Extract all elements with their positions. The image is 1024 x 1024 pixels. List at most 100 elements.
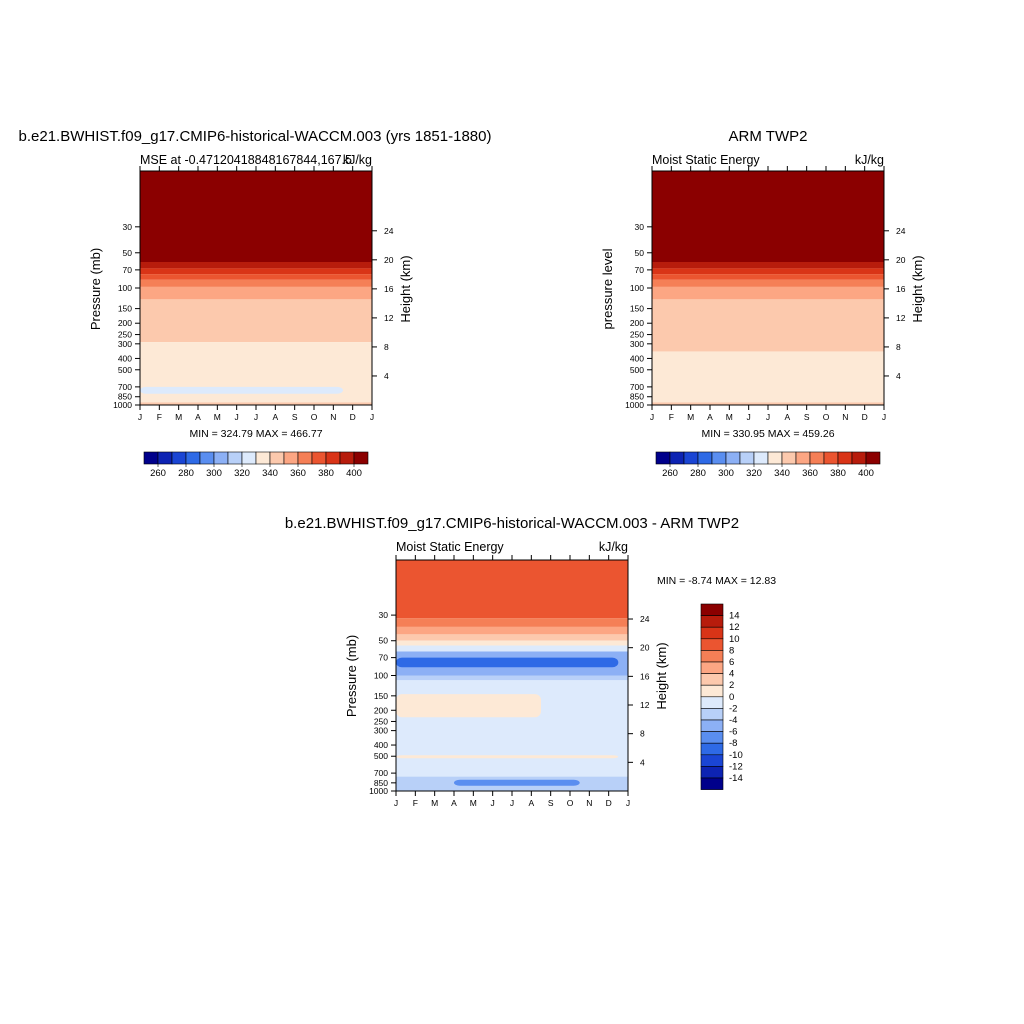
right-subtitle: kJ/kg: [343, 153, 372, 167]
panel-difference: b.e21.BWHIST.f09_g17.CMIP6-historical-WA…: [285, 515, 776, 808]
contour-band: [140, 268, 372, 275]
colorbar-label: 10: [729, 634, 740, 645]
y-tick-label: 30: [123, 222, 133, 232]
colorbar-label: -10: [729, 750, 743, 761]
y-tick-label: 500: [118, 365, 132, 375]
y-tick-label: 70: [379, 653, 389, 663]
x-tick-label: M: [175, 412, 182, 422]
x-tick-label: F: [413, 798, 418, 808]
x-tick-label: J: [235, 412, 239, 422]
contour-band: [396, 560, 628, 619]
colorbar-label: 320: [234, 468, 250, 479]
x-tick-label: M: [214, 412, 221, 422]
x-tick-label: O: [311, 412, 318, 422]
y-tick-label: 250: [630, 330, 644, 340]
contour-band: [396, 618, 628, 627]
contour-band: [140, 279, 372, 287]
y2-tick-label: 24: [384, 226, 394, 236]
x-tick-label: D: [606, 798, 612, 808]
x-tick-label: M: [470, 798, 477, 808]
y2-axis-label: Height (km): [910, 255, 925, 322]
y-tick-label: 250: [118, 330, 132, 340]
y-tick-label: 200: [630, 318, 644, 328]
x-tick-label: N: [842, 412, 848, 422]
left-subtitle: Moist Static Energy: [396, 540, 504, 554]
colorbar-label: 340: [262, 468, 278, 479]
y2-tick-label: 20: [896, 255, 906, 265]
contour-band: [396, 640, 628, 646]
colorbar-swatch: [700, 766, 724, 779]
contour-band: [652, 262, 884, 269]
x-tick-label: O: [823, 412, 830, 422]
y-tick-label: 30: [635, 222, 645, 232]
colorbar-swatch: [753, 451, 769, 465]
y-tick-label: 300: [630, 339, 644, 349]
y-tick-label: 1000: [113, 400, 132, 410]
x-tick-label: A: [707, 412, 713, 422]
colorbar-swatch: [700, 673, 724, 686]
colorbar-label: 300: [206, 468, 222, 479]
colorbar-swatch: [269, 451, 285, 465]
x-tick-label: J: [626, 798, 630, 808]
contour-band: [140, 262, 372, 269]
contour-band: [454, 779, 580, 786]
colorbar-label: -12: [729, 761, 743, 772]
colorbar-label: 280: [690, 468, 706, 479]
y-axis-label: Pressure (mb): [88, 248, 103, 330]
y-axis-label: pressure level: [600, 248, 615, 329]
y-tick-label: 300: [118, 339, 132, 349]
colorbar-swatch: [823, 451, 839, 465]
colorbar-label: 360: [802, 468, 818, 479]
y-tick-label: 100: [630, 283, 644, 293]
y-tick-label: 50: [123, 248, 133, 258]
y2-tick-label: 16: [896, 284, 906, 294]
colorbar-label: 8: [729, 645, 734, 656]
contour-band: [140, 274, 372, 280]
colorbar-label: -8: [729, 738, 737, 749]
colorbar-swatch: [655, 451, 671, 465]
x-tick-label: M: [687, 412, 694, 422]
colorbar-label: 400: [346, 468, 362, 479]
y2-tick-label: 12: [384, 313, 394, 323]
panel-title: b.e21.BWHIST.f09_g17.CMIP6-historical-WA…: [19, 128, 492, 145]
y-tick-label: 50: [635, 248, 645, 258]
colorbar-swatch: [143, 451, 159, 465]
y2-tick-label: 12: [896, 313, 906, 323]
min-max-stats: MIN = 330.95 MAX = 459.26: [701, 428, 834, 440]
y-tick-label: 850: [374, 778, 388, 788]
contour-band: [652, 171, 884, 262]
contour-band: [140, 287, 372, 300]
y2-axis-label: Height (km): [398, 255, 413, 322]
colorbar-swatch: [781, 451, 797, 465]
colorbar-label: 260: [662, 468, 678, 479]
y-tick-label: 150: [374, 691, 388, 701]
contour-band: [396, 657, 619, 668]
colorbar-swatch: [700, 754, 724, 767]
colorbar: 260 280 300 320 340 360 380 400: [655, 451, 881, 479]
colorbar-swatch: [297, 451, 313, 465]
y-tick-label: 200: [118, 318, 132, 328]
x-tick-label: S: [292, 412, 298, 422]
x-tick-label: A: [195, 412, 201, 422]
x-tick-label: A: [528, 798, 534, 808]
y-tick-label: 400: [630, 353, 644, 363]
x-tick-label: J: [370, 412, 374, 422]
colorbar-label: 340: [774, 468, 790, 479]
colorbar-swatch: [700, 684, 724, 698]
y2-tick-label: 4: [896, 371, 901, 381]
x-tick-label: J: [766, 412, 770, 422]
colorbar-swatch: [213, 451, 229, 465]
y-tick-label: 100: [118, 283, 132, 293]
y2-tick-label: 8: [896, 342, 901, 352]
colorbar-swatch: [700, 603, 724, 616]
y2-tick-label: 20: [640, 643, 650, 653]
contour-band: [652, 274, 884, 280]
x-tick-label: S: [548, 798, 554, 808]
contour-band: [652, 287, 884, 300]
colorbar-swatch: [697, 451, 713, 465]
colorbar-label: 280: [178, 468, 194, 479]
x-tick-label: F: [669, 412, 674, 422]
